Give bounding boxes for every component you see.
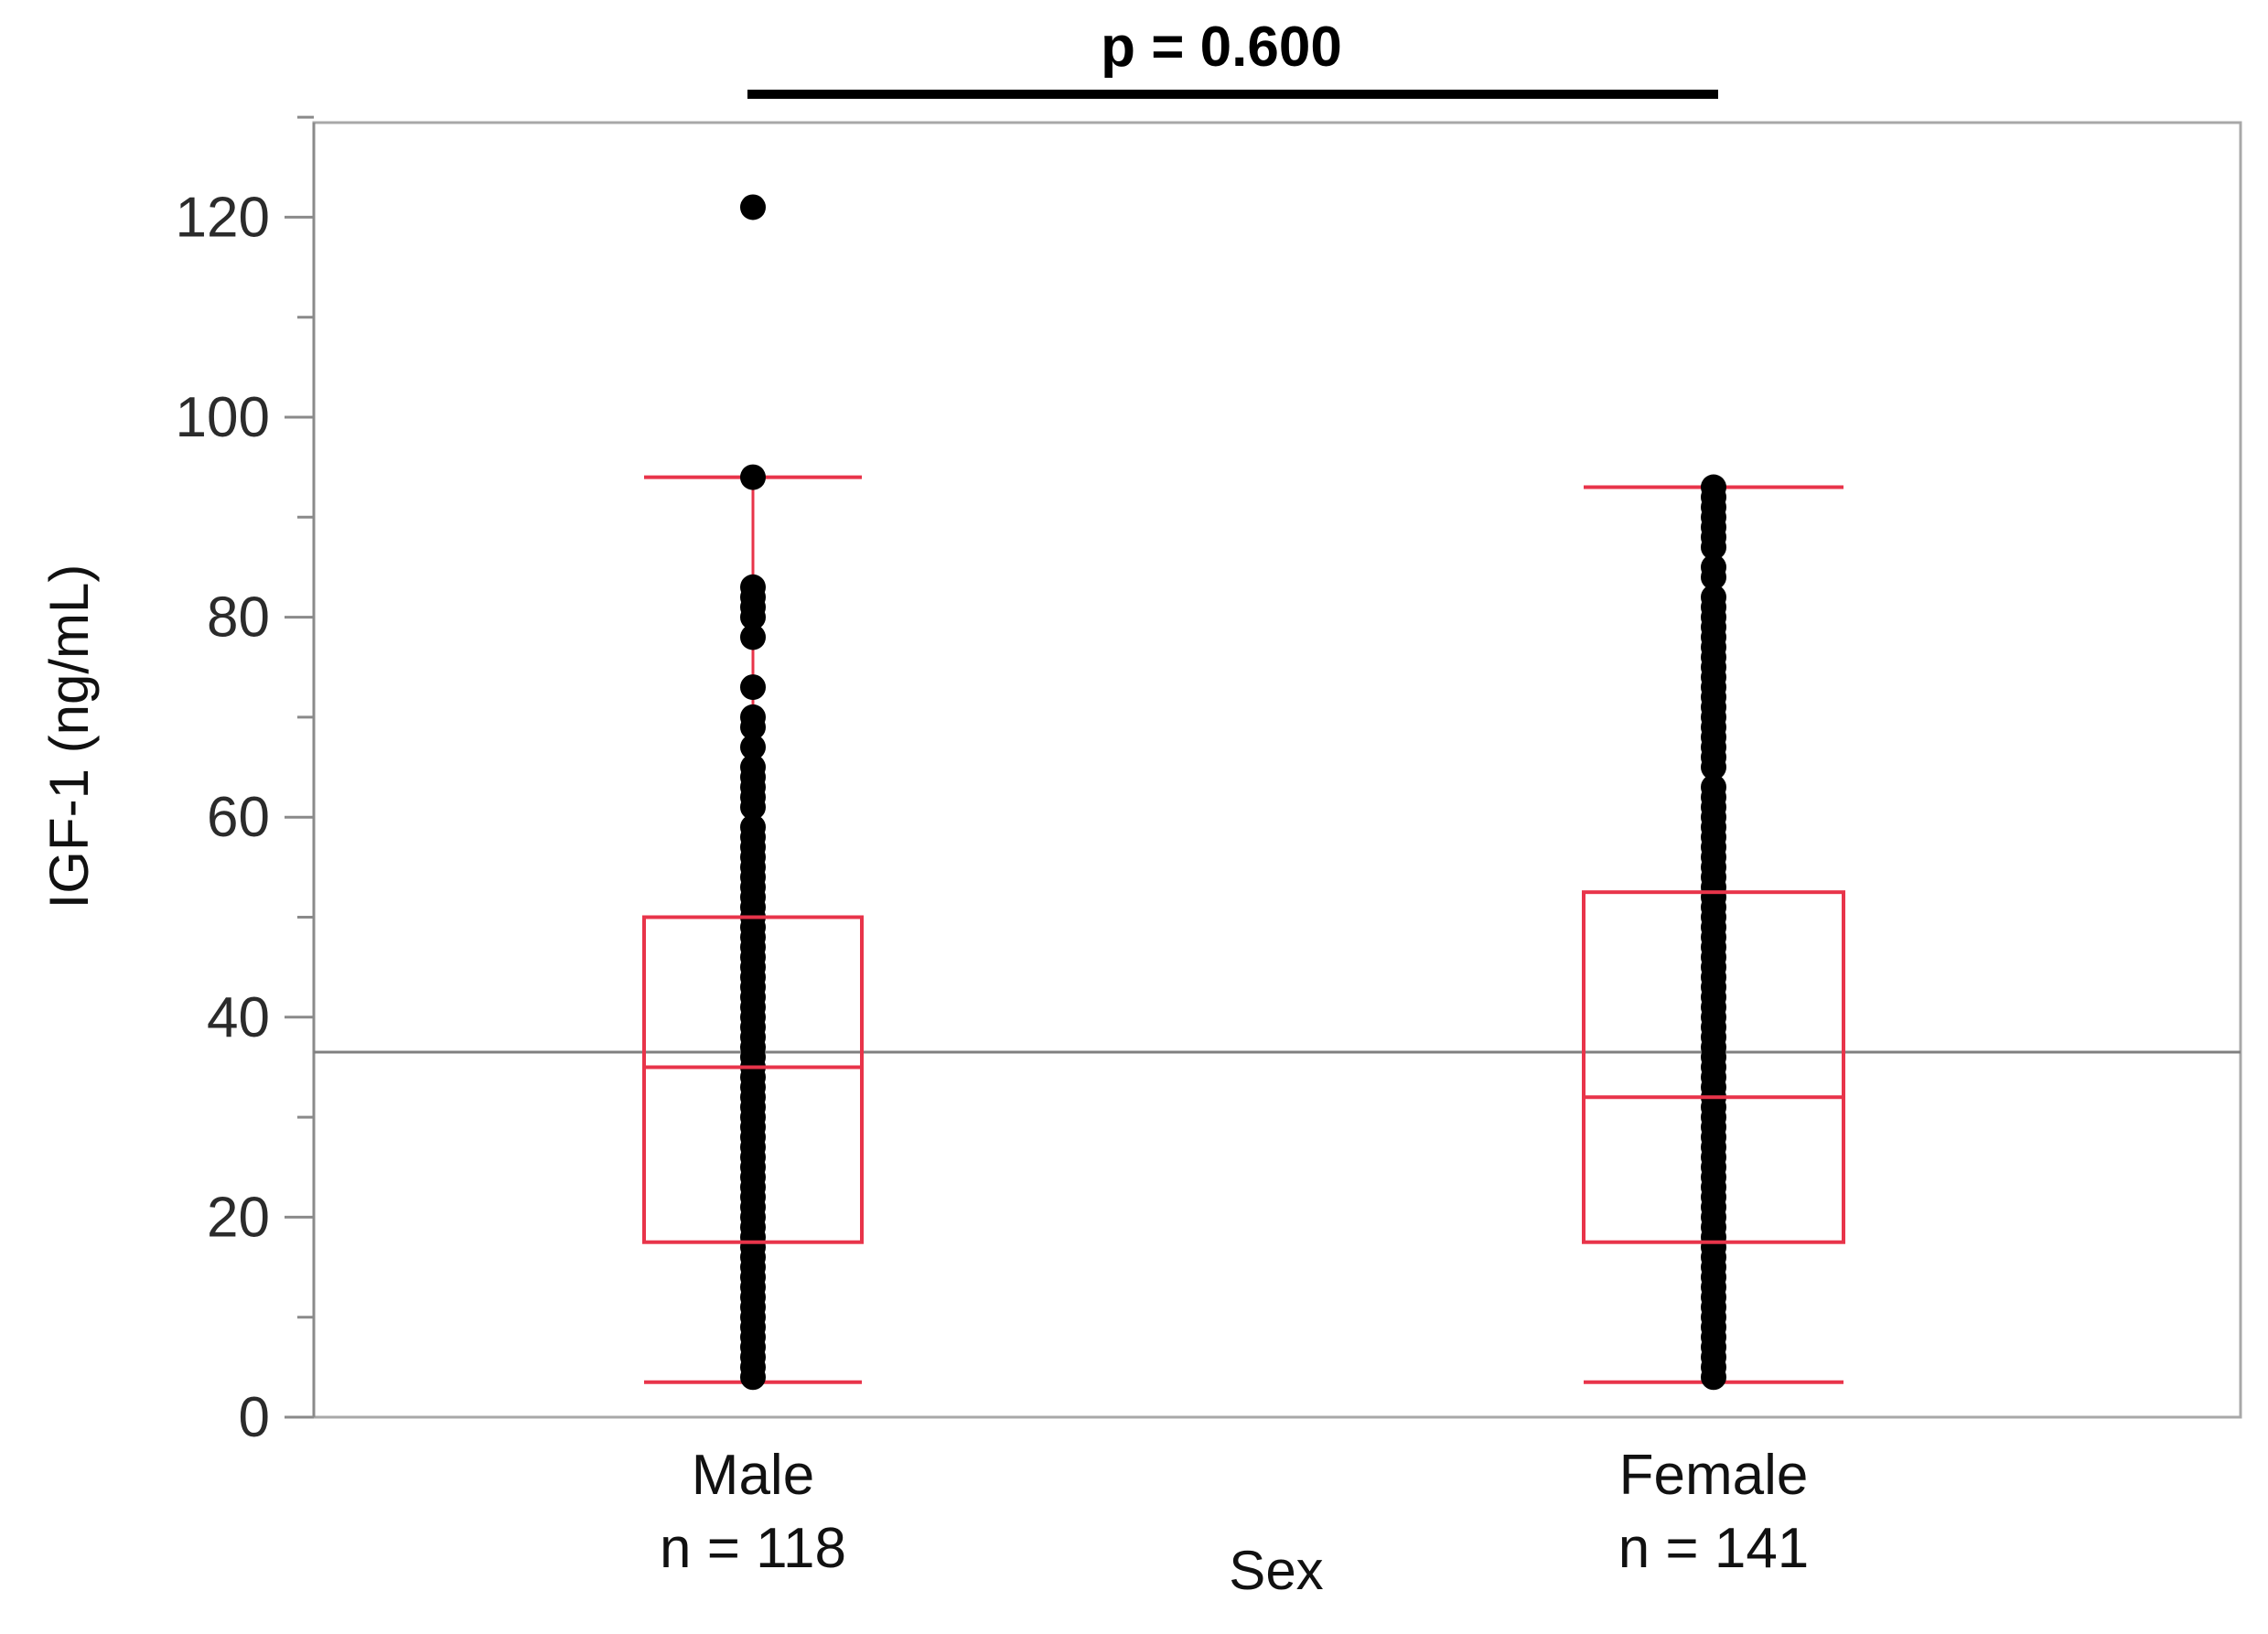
- x-sample-size-label: n = 118: [660, 1517, 846, 1580]
- iqr-box: [642, 915, 864, 1244]
- iqr-box: [1582, 890, 1845, 1244]
- y-tick-label: 0: [239, 1386, 270, 1449]
- box-plot-marks: Male n = 118 Female n = 141: [314, 194, 2241, 1580]
- plot-frame: [312, 121, 2242, 1419]
- y-tick-label: 20: [207, 1186, 270, 1249]
- data-point: [1701, 754, 1726, 780]
- y-tick-label: 60: [207, 786, 270, 849]
- data-point: [1701, 564, 1726, 590]
- data-point: [740, 734, 766, 760]
- y-axis-title: IGF-1 (ng/mL): [38, 564, 100, 909]
- y-tick-label: 120: [176, 186, 270, 249]
- data-point: [740, 464, 766, 490]
- data-point: [740, 714, 766, 740]
- y-tick-label: 80: [207, 586, 270, 650]
- data-point: [740, 604, 766, 630]
- x-sample-size-label: n = 141: [1618, 1517, 1810, 1580]
- data-point: [740, 674, 766, 701]
- data-point: [1701, 1364, 1726, 1391]
- x-category-label: Male: [692, 1444, 814, 1507]
- x-axis-title: Sex: [1229, 1540, 1323, 1601]
- data-point: [740, 1364, 766, 1391]
- plot-area: [312, 121, 2242, 1419]
- data-point: [740, 794, 766, 821]
- y-tick-label: 100: [176, 386, 270, 449]
- data-point: [740, 624, 766, 650]
- data-point: [1701, 534, 1726, 561]
- y-tick-label: 40: [207, 986, 270, 1049]
- data-point: [740, 194, 766, 220]
- p-value-label: p = 0.600: [1101, 16, 1342, 79]
- x-category-label: Female: [1619, 1444, 1809, 1507]
- y-axis: 0 20 40 60 80 100 120: [176, 115, 316, 1449]
